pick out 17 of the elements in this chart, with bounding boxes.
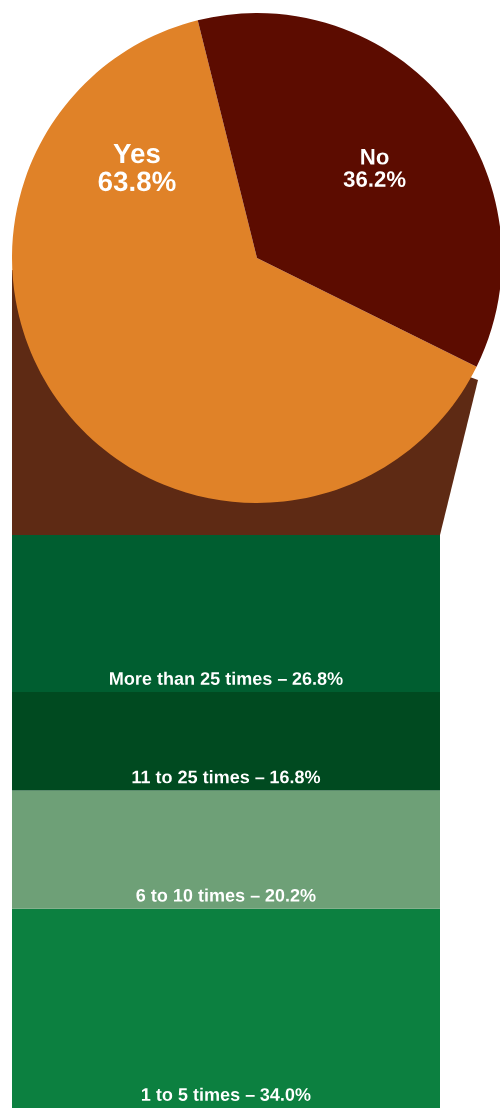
data-label: 34.0% (260, 1088, 311, 1101)
slice-label: Yes (113, 143, 160, 164)
pie-slice (197, 13, 500, 367)
data-label: 20.2% (265, 888, 316, 902)
data-label: 36.2% (343, 171, 406, 187)
series-label: 6 to 10 times – (136, 888, 260, 902)
bar (12, 692, 440, 791)
series-label: More than 25 times – (110, 671, 287, 685)
bar (12, 790, 440, 909)
series-label: 11 to 25 times – (132, 770, 265, 784)
data-label: 16.8% (270, 770, 321, 784)
slice-label: No (361, 149, 389, 165)
pie-slice (12, 20, 477, 503)
data-label: 63.8% (98, 171, 176, 192)
series-label: 1 to 5 times – (141, 1087, 255, 1101)
data-label: 26.8% (292, 672, 343, 685)
bar (12, 908, 440, 1108)
